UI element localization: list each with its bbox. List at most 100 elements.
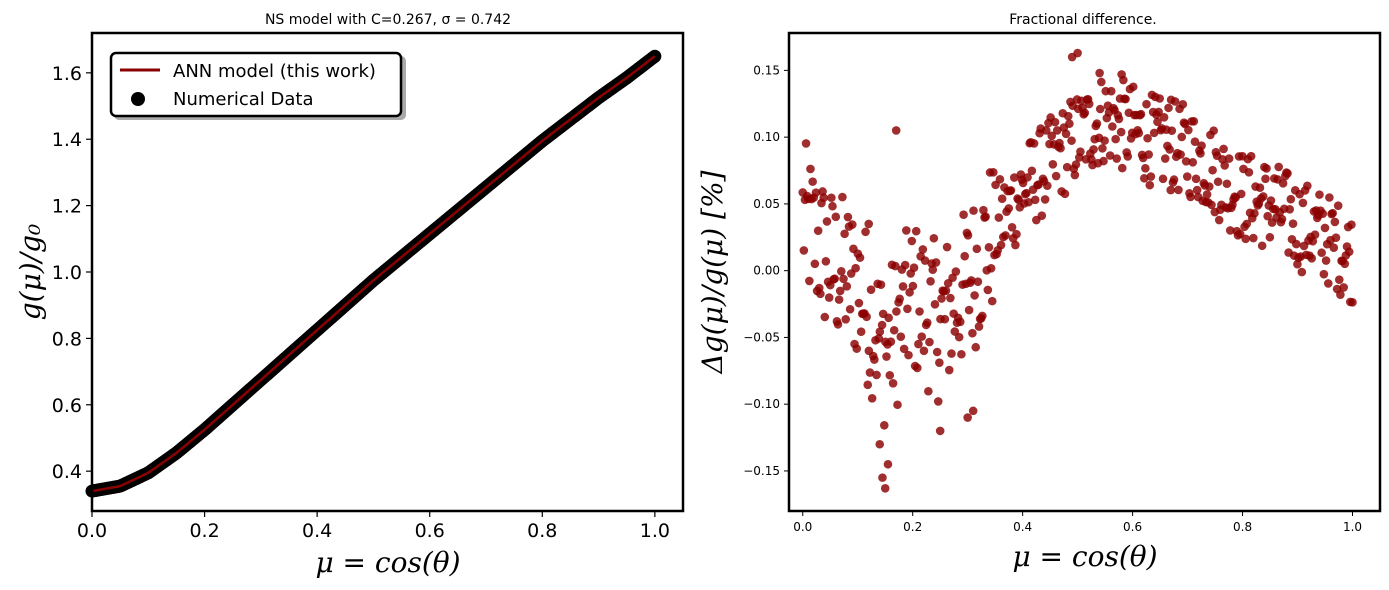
fractional-difference-point — [919, 346, 929, 356]
right-y-tick-label: 0.05 — [753, 197, 780, 211]
fractional-difference-point — [891, 126, 901, 135]
fractional-difference-point — [1318, 209, 1328, 219]
fractional-difference-point — [893, 400, 902, 410]
fractional-difference-point — [1097, 77, 1106, 87]
fractional-difference-point — [967, 276, 976, 285]
fractional-difference-point — [1012, 229, 1021, 239]
fractional-difference-point — [994, 213, 1004, 222]
fractional-difference-point — [872, 370, 881, 380]
fractional-difference-point — [1340, 259, 1350, 269]
fractional-difference-point — [1106, 86, 1116, 96]
fractional-difference-point — [1123, 152, 1133, 161]
fractional-difference-point — [874, 334, 884, 343]
left-plot-area — [85, 49, 662, 498]
fractional-difference-point — [875, 439, 885, 449]
fractional-difference-point — [1164, 103, 1173, 113]
fractional-difference-point — [932, 347, 942, 357]
fractional-difference-point — [1236, 189, 1246, 199]
fractional-difference-point — [1065, 119, 1074, 129]
fractional-difference-point — [1219, 144, 1228, 154]
fractional-difference-point — [1213, 177, 1223, 187]
fractional-difference-point — [902, 226, 911, 235]
fractional-difference-point — [1108, 122, 1117, 131]
fractional-difference-point — [1190, 137, 1200, 147]
fractional-difference-point — [915, 307, 924, 316]
left-x-tick-label: 0.8 — [527, 520, 557, 542]
fractional-difference-point — [838, 192, 847, 202]
left-y-ticks: 0.4 0.6 0.8 1.0 1.2 1.4 1.6 — [52, 63, 92, 483]
fractional-difference-point — [903, 304, 912, 314]
fractional-difference-point — [878, 473, 887, 482]
left-y-tick-label: 0.4 — [52, 461, 82, 483]
fractional-difference-point — [1225, 226, 1235, 235]
fractional-difference-point — [813, 226, 823, 235]
fractional-difference-point — [839, 274, 848, 284]
fractional-difference-point — [940, 314, 950, 324]
fractional-difference-point — [1144, 150, 1153, 159]
fractional-difference-point — [1128, 82, 1138, 92]
fractional-difference-point — [1114, 114, 1124, 124]
fractional-difference-point — [933, 397, 943, 406]
fractional-difference-point — [1222, 179, 1232, 189]
fractional-difference-point — [1155, 94, 1165, 103]
fractional-difference-point — [1188, 158, 1198, 167]
fractional-difference-point — [1176, 150, 1185, 159]
fractional-difference-point — [821, 257, 831, 266]
fractional-difference-point — [1146, 172, 1156, 181]
fractional-difference-point — [892, 307, 901, 316]
fractional-difference-point — [978, 311, 987, 321]
fractional-difference-point — [909, 263, 919, 273]
fractional-difference-point — [1117, 70, 1126, 79]
fractional-difference-point — [1189, 116, 1199, 126]
fractional-difference-point — [828, 201, 837, 211]
legend-label-numerical: Numerical Data — [173, 89, 314, 110]
left-panel: NS model with C=0.267, σ = 0.742 0.0 0.2 0… — [14, 12, 685, 579]
fractional-difference-point — [1047, 131, 1057, 141]
fractional-difference-point — [898, 282, 908, 291]
fractional-difference-point — [885, 370, 895, 380]
fractional-difference-point — [911, 226, 921, 236]
fractional-difference-point — [1117, 163, 1127, 173]
fractional-difference-point — [1043, 181, 1052, 191]
fractional-difference-point — [877, 320, 887, 330]
fractional-difference-point — [834, 295, 844, 304]
fractional-difference-point — [1024, 197, 1033, 207]
fractional-difference-point — [843, 212, 853, 222]
fractional-difference-point — [854, 298, 864, 308]
fractional-difference-point — [914, 339, 923, 349]
fractional-difference-point — [1330, 217, 1340, 227]
left-x-tick-label: 0.0 — [77, 520, 107, 542]
right-x-tick-label: 0.0 — [793, 520, 812, 534]
right-x-tick-label: 0.2 — [903, 520, 922, 534]
fractional-difference-point — [837, 267, 846, 276]
fractional-difference-point — [951, 267, 961, 276]
right-x-axis-label: μ = cos(θ) — [1012, 540, 1157, 573]
fractional-difference-point — [908, 281, 918, 291]
fractional-difference-point — [930, 300, 940, 309]
fractional-difference-point — [1006, 186, 1016, 195]
fractional-difference-point — [931, 258, 941, 267]
fractional-difference-point — [1197, 141, 1206, 150]
fractional-difference-point — [1242, 219, 1252, 229]
fractional-difference-point — [1249, 233, 1258, 243]
fractional-difference-point — [1308, 236, 1318, 246]
fractional-difference-point — [944, 365, 954, 375]
right-y-axis-label: Δg(μ)/g(μ) [%] — [696, 170, 729, 374]
fractional-difference-point — [1262, 164, 1271, 173]
fractional-difference-point — [1041, 126, 1051, 135]
fractional-difference-point — [1141, 164, 1150, 173]
fractional-difference-point — [875, 327, 885, 336]
fractional-difference-point — [920, 256, 930, 265]
right-x-tick-label: 0.4 — [1013, 520, 1032, 534]
fractional-difference-point — [941, 286, 951, 295]
fractional-difference-point — [1159, 113, 1169, 122]
fractional-difference-point — [996, 240, 1006, 250]
left-chart-title: NS model with C=0.267, σ = 0.742 — [265, 12, 511, 28]
fractional-difference-point — [879, 420, 889, 430]
fractional-difference-point — [1067, 136, 1076, 145]
right-plot-area — [798, 48, 1357, 493]
fractional-difference-point — [1204, 182, 1214, 191]
fractional-difference-point — [987, 296, 997, 306]
left-y-tick-label: 1.2 — [52, 196, 82, 218]
fractional-difference-point — [811, 188, 821, 197]
